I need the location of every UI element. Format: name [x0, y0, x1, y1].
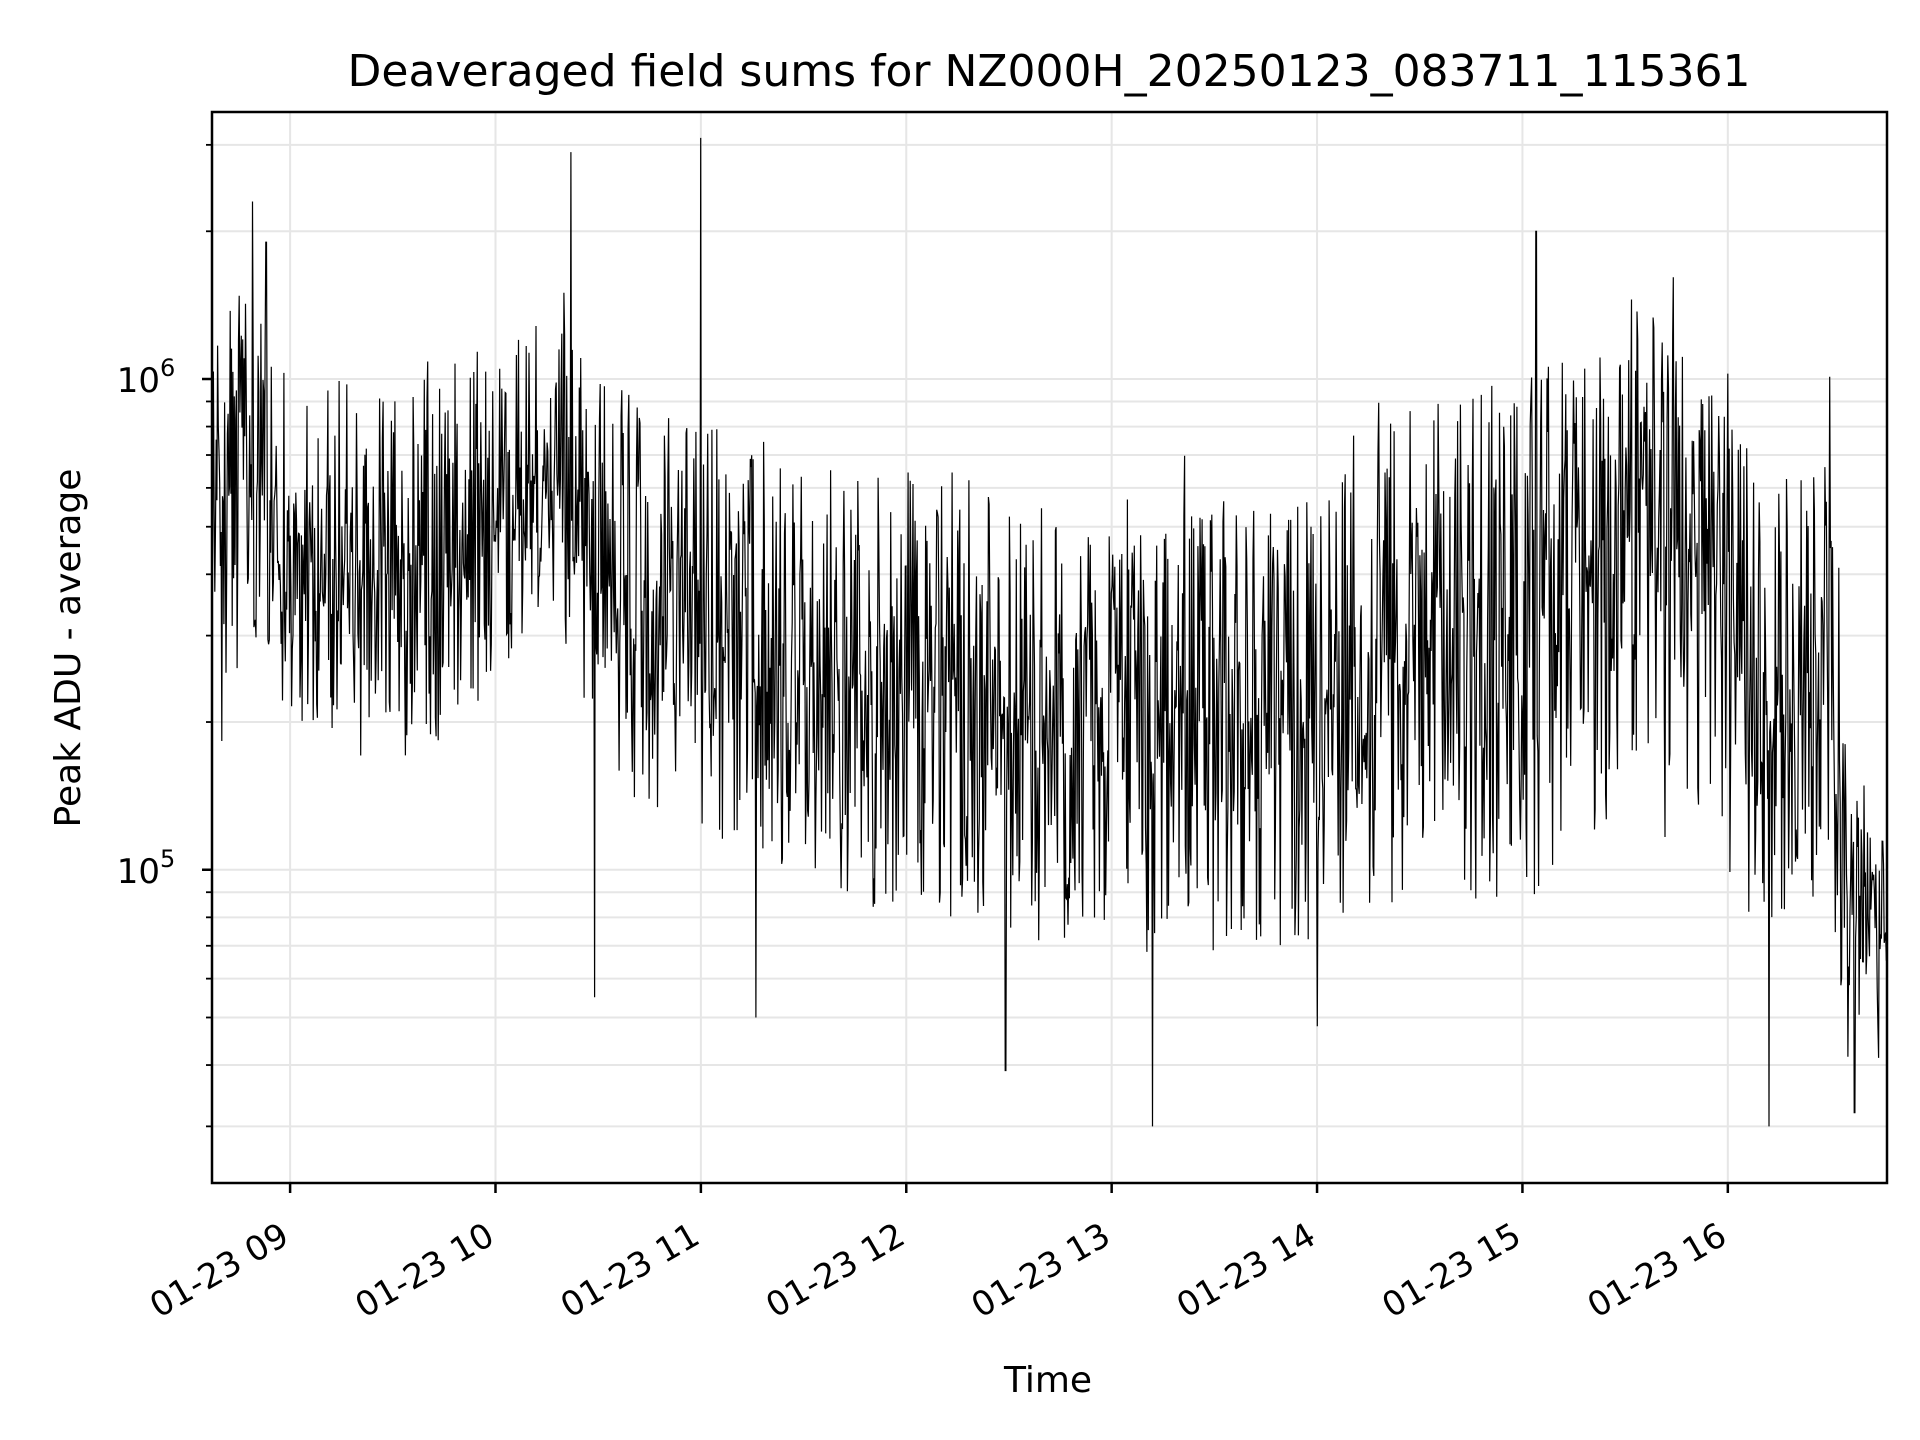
- y-axis-label: Peak ADU - average: [48, 469, 89, 828]
- y-tick-label: 105: [117, 845, 176, 892]
- y-tick-labels: 105 106: [117, 354, 176, 892]
- chart-title: Deaveraged field sums for NZ000H_2025012…: [348, 46, 1751, 97]
- axis-ticks: [202, 143, 1730, 1193]
- series-line: [211, 137, 1888, 1127]
- plot-frame: [210, 110, 1889, 1185]
- y-tick-label: 106: [117, 354, 176, 401]
- x-axis-label: Time: [1003, 1360, 1092, 1401]
- series-layer: [211, 137, 1888, 1127]
